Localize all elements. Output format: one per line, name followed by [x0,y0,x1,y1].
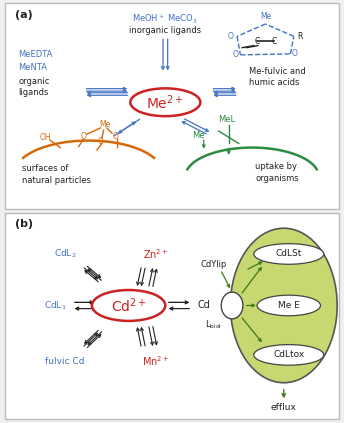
Text: natural particles: natural particles [22,176,91,185]
Text: Me: Me [260,12,271,21]
Text: ligands: ligands [19,88,49,97]
Text: (b): (b) [15,219,33,229]
Text: inorganic ligands: inorganic ligands [129,26,201,35]
Ellipse shape [130,88,200,116]
Text: humic acids: humic acids [249,78,299,87]
Text: Cd$^{2+}$: Cd$^{2+}$ [111,296,147,315]
Ellipse shape [254,244,324,264]
Text: L$_{\rm biol}$: L$_{\rm biol}$ [205,319,222,331]
Text: efflux: efflux [271,403,297,412]
Text: O: O [80,132,86,141]
Text: organisms: organisms [255,174,299,183]
Ellipse shape [230,228,337,383]
Text: O: O [228,32,234,41]
Text: C: C [271,37,276,46]
Text: C: C [255,37,260,46]
Text: MeOH$^+$ MeCO$_3$: MeOH$^+$ MeCO$_3$ [132,13,198,26]
Text: CdLSt: CdLSt [276,250,302,258]
Text: O: O [97,137,103,146]
Text: Me E: Me E [278,301,300,310]
Text: CdYlip: CdYlip [200,260,227,269]
Text: (a): (a) [15,10,33,19]
Ellipse shape [221,292,243,319]
Text: Zn$^{2+}$: Zn$^{2+}$ [142,247,168,261]
Text: Cd: Cd [197,300,210,310]
Text: uptake by: uptake by [255,162,298,170]
Text: Mn$^{2+}$: Mn$^{2+}$ [142,354,169,368]
Text: surfaces of: surfaces of [22,164,68,173]
Text: MeEDTA: MeEDTA [19,50,53,59]
Ellipse shape [92,290,165,321]
Text: Me-fulvic and: Me-fulvic and [249,67,305,76]
Text: Me: Me [100,121,111,129]
Text: MeNTA: MeNTA [19,63,47,72]
Text: CdLtox: CdLtox [273,350,304,360]
Ellipse shape [254,345,324,365]
Text: OH: OH [40,133,51,142]
Text: O: O [292,49,298,58]
Text: fulvic Cd: fulvic Cd [45,357,85,365]
Text: MeL: MeL [218,115,236,124]
Text: R: R [297,32,302,41]
Ellipse shape [257,295,321,316]
Text: Me: Me [192,131,205,140]
Text: O: O [112,132,118,141]
Text: O: O [233,50,239,59]
Text: CdL$_1$: CdL$_1$ [44,299,66,312]
Text: organic: organic [19,77,50,86]
Text: CdL$_2$: CdL$_2$ [54,248,76,260]
Text: Me$^{2+}$: Me$^{2+}$ [147,93,184,112]
